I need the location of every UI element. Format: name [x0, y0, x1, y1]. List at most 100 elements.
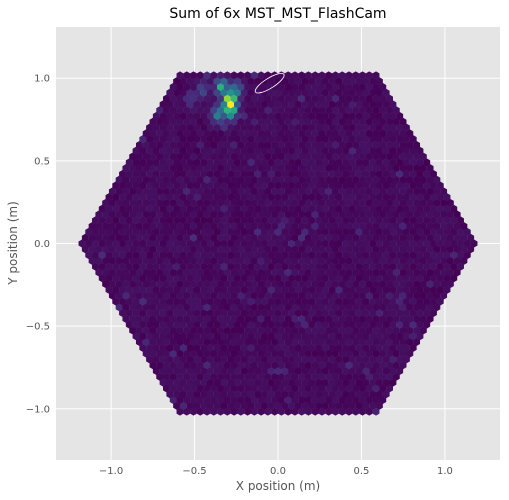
camera-pixel [163, 94, 170, 103]
camera-pixel [210, 175, 218, 184]
camera-pixel [379, 314, 387, 323]
camera-pixel [166, 169, 174, 178]
camera-pixel [362, 274, 370, 283]
camera-pixel [196, 396, 204, 404]
camera-pixel [190, 140, 197, 149]
camera-pixel [176, 94, 184, 103]
camera-pixel [203, 245, 211, 254]
camera-pixel [342, 320, 350, 329]
hillas-ellipse-layer [254, 72, 285, 94]
camera-pixel [335, 262, 343, 271]
camera-pixel [122, 175, 130, 184]
camera-pixel [298, 198, 306, 207]
camera-pixel [105, 262, 113, 271]
camera-pixel [277, 291, 285, 300]
camera-pixel [382, 251, 390, 260]
camera-pixel [163, 140, 170, 149]
camera-pixel [237, 245, 245, 254]
camera-pixel [271, 210, 279, 219]
camera-pixel [220, 169, 228, 178]
camera-pixel [146, 135, 153, 144]
camera-pixel [105, 227, 113, 236]
camera-pixel [332, 314, 339, 323]
camera-pixel [240, 135, 248, 144]
camera-pixel [206, 309, 214, 318]
camera-pixel [244, 326, 252, 335]
camera-pixel [338, 256, 346, 265]
camera-pixel [223, 396, 231, 404]
camera-pixel [213, 204, 221, 213]
camera-pixel [392, 210, 400, 219]
camera-pixel [413, 198, 421, 207]
camera-pixel [365, 361, 373, 370]
camera-pixel [223, 291, 231, 300]
camera-pixel [230, 384, 238, 393]
camera-pixel [463, 227, 471, 236]
camera-pixel [433, 280, 441, 289]
camera-pixel [318, 198, 326, 207]
camera-pixel [223, 117, 231, 126]
camera-pixel [288, 123, 295, 132]
camera-pixel [308, 88, 316, 97]
camera-pixel [304, 210, 312, 219]
camera-pixel [240, 146, 248, 155]
camera-pixel [362, 332, 370, 341]
camera-pixel [332, 175, 339, 184]
camera-pixel [267, 193, 275, 202]
camera-pixel [467, 233, 475, 242]
camera-pixel [311, 140, 319, 149]
camera-pixel [291, 198, 299, 207]
camera-pixel [81, 245, 89, 254]
camera-pixel [338, 326, 346, 335]
camera-pixel [419, 314, 427, 323]
camera-pixel [365, 94, 373, 103]
camera-pixel [254, 193, 262, 202]
camera-pixel [240, 251, 248, 260]
camera-pixel [372, 83, 380, 91]
camera-pixel [244, 256, 252, 265]
camera-pixel [359, 326, 366, 335]
camera-pixel [345, 361, 353, 370]
camera-pixel [338, 384, 346, 393]
camera-pixel [139, 216, 147, 225]
camera-pixel [460, 256, 468, 265]
camera-pixel [190, 396, 197, 404]
camera-pixel [240, 297, 248, 306]
camera-pixel [250, 303, 258, 312]
camera-pixel [230, 396, 238, 404]
camera-pixel [389, 343, 397, 352]
camera-pixel [102, 280, 110, 289]
camera-pixel [254, 158, 262, 167]
camera-pixel [304, 198, 312, 207]
camera-pixel [359, 256, 366, 265]
camera-pixel [237, 314, 245, 323]
camera-pixel [233, 274, 241, 283]
camera-pixel [210, 210, 218, 219]
camera-pixel [301, 262, 309, 271]
camera-pixel [328, 367, 336, 376]
camera-pixel [406, 210, 414, 219]
camera-pixel [264, 233, 272, 242]
camera-pixel [335, 251, 343, 260]
camera-pixel [152, 123, 160, 132]
camera-pixel [281, 332, 289, 341]
camera-pixel [190, 152, 197, 161]
camera-pixel [342, 204, 350, 213]
camera-pixel [156, 245, 164, 254]
camera-pixel [379, 268, 387, 277]
camera-pixel [254, 343, 262, 352]
camera-pixel [335, 123, 343, 132]
camera-pixel [389, 169, 397, 178]
camera-pixel [325, 117, 333, 126]
camera-pixel [240, 343, 248, 352]
camera-pixel [190, 129, 197, 138]
camera-pixel [318, 175, 326, 184]
camera-pixel [443, 285, 451, 294]
camera-pixel [332, 303, 339, 312]
camera-pixel [284, 349, 292, 358]
camera-pixel [163, 326, 170, 335]
camera-pixel [433, 303, 441, 312]
camera-pixel [210, 117, 218, 126]
camera-pixel [315, 158, 323, 167]
camera-pixel [132, 274, 140, 283]
